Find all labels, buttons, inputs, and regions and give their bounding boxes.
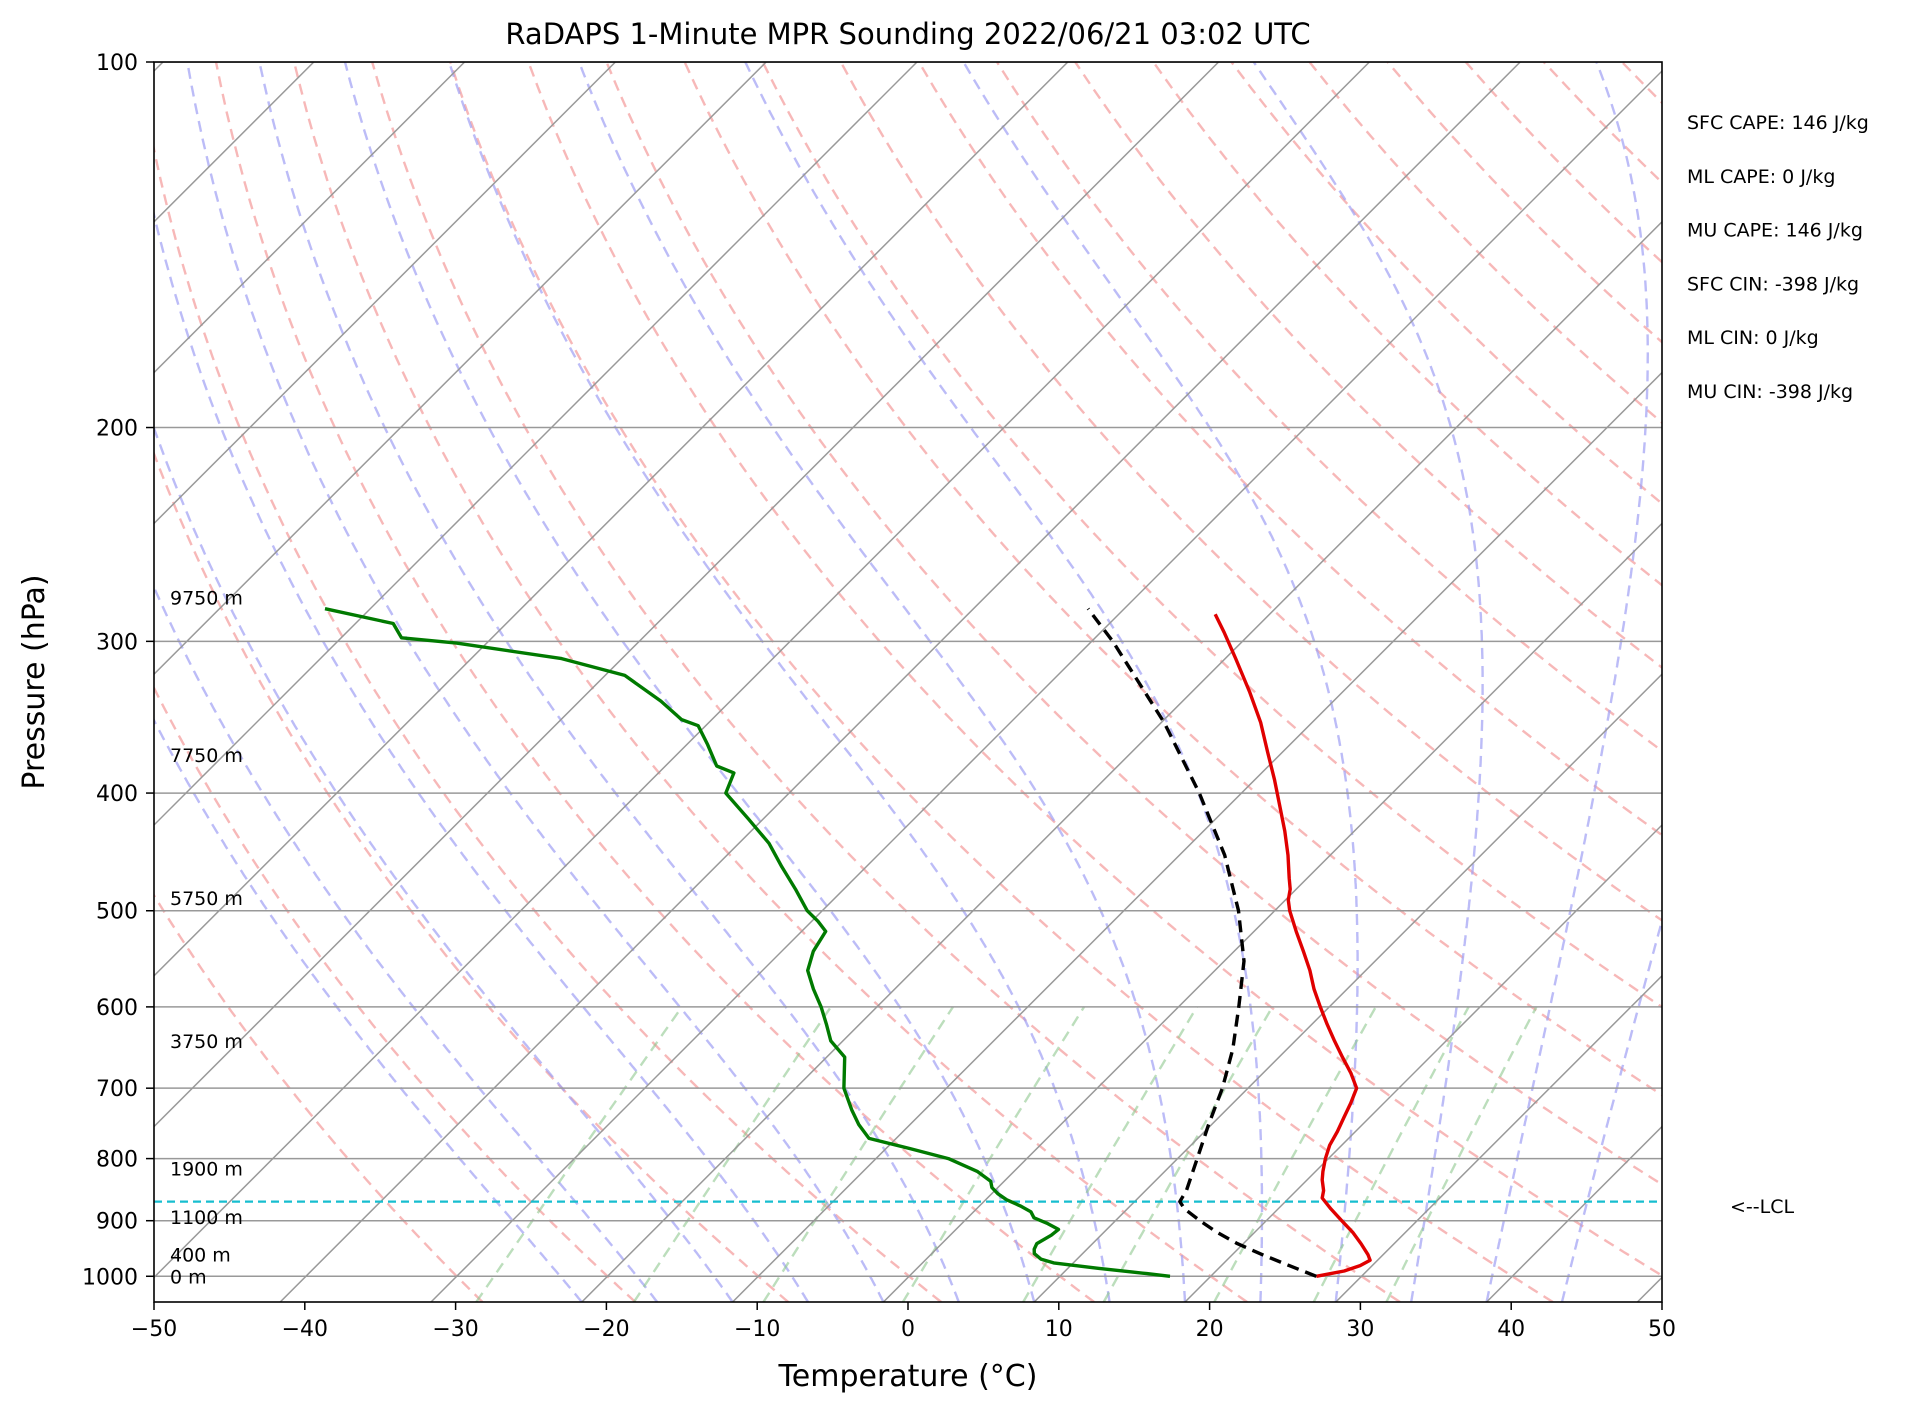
dry-adiabat xyxy=(1622,62,1911,1302)
height-label: 5750 m xyxy=(170,888,243,910)
x-tick-label: 30 xyxy=(1346,1317,1374,1342)
isotherm-line xyxy=(0,62,12,1302)
x-tick-label: −20 xyxy=(583,1317,629,1342)
y-tick-label: 800 xyxy=(96,1148,138,1173)
y-tick-label: 200 xyxy=(96,417,138,442)
y-axis-ticks: 100 200 300 400 500 600 700 800 900 1000 xyxy=(82,51,154,1290)
height-label: 7750 m xyxy=(170,745,243,767)
x-tick-label: 10 xyxy=(1045,1317,1073,1342)
x-tick-label: −30 xyxy=(432,1317,478,1342)
stat-item: ML CAPE: 0 J/kg xyxy=(1687,166,1835,188)
x-axis-label: Temperature (°C) xyxy=(778,1359,1038,1394)
x-tick-label: −10 xyxy=(734,1317,780,1342)
chart-title: RaDAPS 1-Minute MPR Sounding 2022/06/21 … xyxy=(505,17,1310,51)
y-tick-label: 300 xyxy=(96,630,138,655)
x-tick-label: 40 xyxy=(1497,1317,1525,1342)
height-label: 9750 m xyxy=(170,587,243,609)
height-label: 3750 m xyxy=(170,1031,243,1053)
stat-item: SFC CIN: -398 J/kg xyxy=(1687,273,1859,295)
y-tick-label: 400 xyxy=(96,782,138,807)
x-tick-label: 20 xyxy=(1196,1317,1224,1342)
height-label: 400 m xyxy=(170,1245,231,1267)
plot-background xyxy=(154,62,1662,1302)
x-tick-label: −50 xyxy=(131,1317,177,1342)
stat-item: SFC CAPE: 146 J/kg xyxy=(1687,112,1869,134)
stat-item: MU CAPE: 146 J/kg xyxy=(1687,220,1863,242)
y-tick-label: 700 xyxy=(96,1077,138,1102)
x-axis-ticks: −50 −40 −30 −20 −10 0 10 20 30 40 50 xyxy=(131,1302,1676,1342)
x-tick-label: 50 xyxy=(1648,1317,1676,1342)
height-label: 1900 m xyxy=(170,1158,243,1180)
height-label: 0 m xyxy=(170,1266,207,1288)
y-tick-label: 1000 xyxy=(82,1265,138,1290)
y-tick-label: 600 xyxy=(96,996,138,1021)
height-label: 1100 m xyxy=(170,1207,243,1229)
isotherm-line xyxy=(1637,62,1911,1302)
x-tick-label: −40 xyxy=(282,1317,328,1342)
stats-list: SFC CAPE: 146 J/kg ML CAPE: 0 J/kg MU CAPE… xyxy=(1687,112,1869,403)
y-tick-label: 500 xyxy=(96,900,138,925)
stat-item: MU CIN: -398 J/kg xyxy=(1687,381,1853,403)
stat-item: ML CIN: 0 J/kg xyxy=(1687,327,1819,349)
y-tick-label: 100 xyxy=(96,51,138,76)
dry-adiabat xyxy=(1700,62,1911,1302)
x-tick-label: 0 xyxy=(901,1317,915,1342)
y-tick-label: 900 xyxy=(96,1210,138,1235)
lcl-label: <--LCL xyxy=(1730,1196,1794,1218)
y-axis-label: Pressure (hPa) xyxy=(17,574,52,789)
